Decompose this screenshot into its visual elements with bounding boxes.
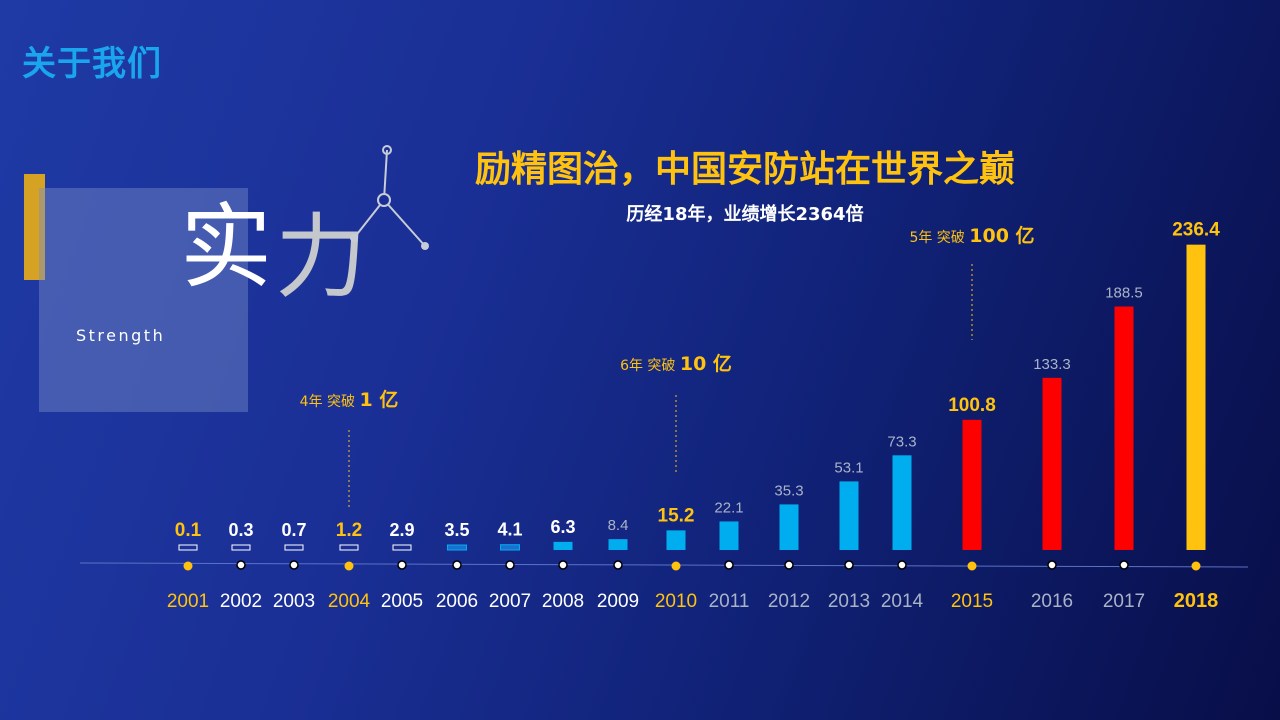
bar-2002	[231, 544, 251, 551]
marker-2017	[1119, 560, 1129, 570]
strength-panel	[39, 188, 248, 412]
year-label-2002: 2002	[220, 591, 262, 612]
value-label-2017: 188.5	[1105, 285, 1143, 302]
marker-2016	[1047, 560, 1057, 570]
strength-char-1: 实	[180, 194, 273, 301]
value-label-2010: 15.2	[658, 505, 695, 526]
marker-2010	[671, 561, 681, 571]
marker-2018	[1191, 561, 1201, 571]
marker-2003	[289, 560, 299, 570]
bar-2008	[553, 541, 573, 550]
year-label-2003: 2003	[273, 591, 315, 612]
marker-2008	[558, 560, 568, 570]
marker-2006	[452, 560, 462, 570]
bar-2016	[1042, 377, 1062, 550]
bar-2014	[892, 455, 912, 550]
bar-2011	[719, 521, 739, 550]
year-label-2015: 2015	[951, 591, 993, 612]
marker-2011	[724, 560, 734, 570]
bar-2013	[839, 481, 859, 550]
marker-2005	[397, 560, 407, 570]
year-label-2012: 2012	[768, 591, 810, 612]
x-axis-line	[79, 562, 1249, 568]
year-label-2014: 2014	[881, 591, 924, 612]
marker-2007	[505, 560, 515, 570]
bar-2010	[666, 530, 686, 550]
value-label-2001: 0.1	[175, 520, 202, 541]
value-label-2002: 0.3	[228, 520, 253, 540]
marker-2014	[897, 560, 907, 570]
value-label-2004: 1.2	[336, 520, 362, 541]
value-label-2009: 8.4	[608, 517, 629, 534]
year-label-2005: 2005	[381, 591, 423, 612]
marker-2002	[236, 560, 246, 570]
subheadline: 历经18年，业绩增长2364倍	[626, 204, 864, 225]
value-label-2006: 3.5	[444, 520, 469, 540]
value-label-2008: 6.3	[550, 517, 575, 537]
headline: 励精图治，中国安防站在世界之巅	[474, 149, 1015, 190]
year-label-2011: 2011	[709, 591, 750, 612]
marker-2015	[967, 561, 977, 571]
bar-2003	[284, 544, 304, 551]
year-label-2008: 2008	[542, 591, 584, 612]
marker-2012	[784, 560, 794, 570]
value-label-2018: 236.4	[1172, 220, 1220, 241]
year-label-2009: 2009	[597, 591, 639, 612]
strength-label: Strength	[76, 326, 166, 345]
bar-2015	[962, 419, 982, 550]
year-label-2013: 2013	[828, 591, 870, 612]
value-label-2012: 35.3	[774, 482, 803, 499]
bar-2006	[447, 544, 467, 551]
bar-2017	[1114, 306, 1134, 550]
bar-2012	[779, 504, 799, 550]
bar-2007	[500, 544, 520, 551]
value-label-2016: 133.3	[1033, 356, 1071, 373]
marker-2013	[844, 560, 854, 570]
strength-char-2: 力	[275, 204, 368, 311]
bar-2001	[178, 544, 198, 551]
bar-2009	[608, 539, 628, 550]
value-label-2007: 4.1	[497, 520, 522, 540]
value-label-2011: 22.1	[714, 499, 743, 516]
value-label-2014: 73.3	[887, 433, 916, 450]
annotation-2004: 4年 突破 1 亿	[300, 388, 399, 411]
year-label-2004: 2004	[328, 591, 371, 612]
year-label-2007: 2007	[489, 591, 531, 612]
year-label-2001: 2001	[167, 591, 209, 612]
page-title: 关于我们	[22, 44, 162, 84]
bar-2018	[1186, 244, 1206, 550]
value-label-2013: 53.1	[834, 459, 863, 476]
annotation-2015: 5年 突破 100 亿	[909, 224, 1034, 247]
value-label-2003: 0.7	[281, 520, 306, 540]
value-label-2015: 100.8	[948, 395, 996, 416]
year-label-2006: 2006	[436, 591, 478, 612]
year-label-2017: 2017	[1103, 591, 1145, 612]
accent-bar	[24, 174, 45, 280]
annotation-2010: 6年 突破 10 亿	[620, 352, 732, 375]
year-label-2010: 2010	[655, 591, 697, 612]
bar-2005	[392, 544, 412, 551]
bar-2004	[339, 544, 359, 551]
network-icon	[350, 145, 429, 250]
marker-2004	[344, 561, 354, 571]
value-label-2005: 2.9	[389, 520, 414, 540]
year-label-2018: 2018	[1174, 590, 1219, 612]
marker-2009	[613, 560, 623, 570]
year-label-2016: 2016	[1031, 591, 1073, 612]
marker-2001	[183, 561, 193, 571]
